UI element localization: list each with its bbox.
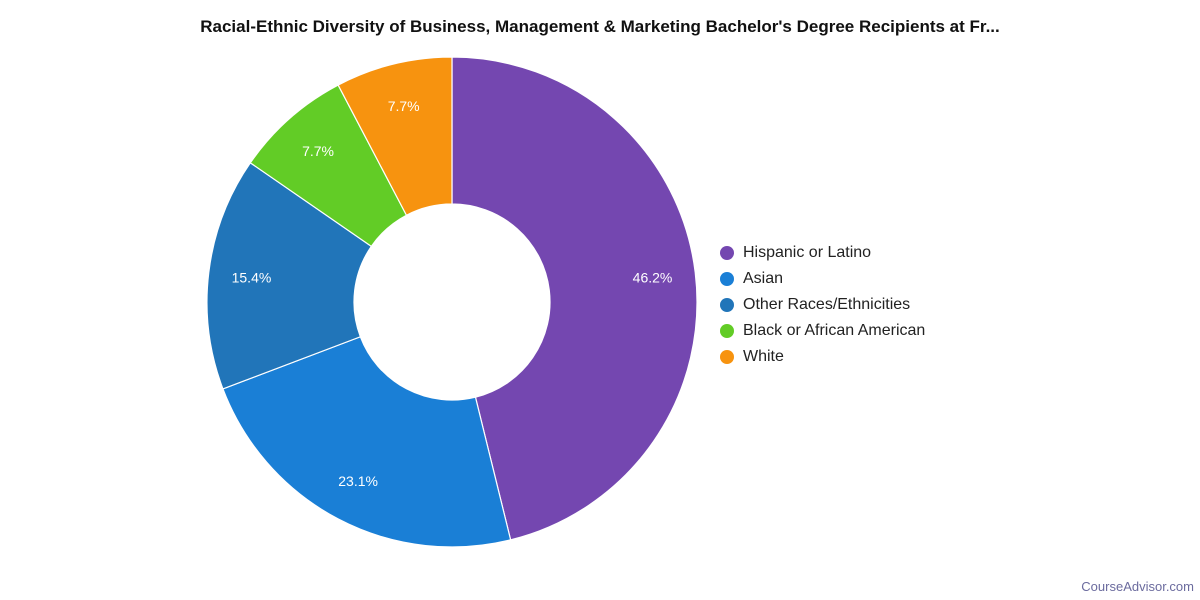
legend-marker xyxy=(720,298,734,312)
slice-value-label: 15.4% xyxy=(232,270,272,286)
slice-value-label: 7.7% xyxy=(302,143,334,159)
legend-marker xyxy=(720,272,734,286)
slice-value-label: 7.7% xyxy=(388,98,420,114)
pie-slice[interactable] xyxy=(206,161,373,390)
legend-label: Hispanic or Latino xyxy=(743,244,872,261)
legend-label: Black or African American xyxy=(743,322,926,339)
legend-item[interactable]: White xyxy=(720,344,925,370)
legend-marker xyxy=(720,246,734,260)
legend-label: Other Races/Ethnicities xyxy=(743,296,911,313)
legend-item[interactable]: Other Races/Ethnicities xyxy=(720,292,925,318)
pie-slice[interactable] xyxy=(337,56,453,217)
footer-brand[interactable]: CourseAdvisor.com xyxy=(1081,579,1194,594)
legend-marker xyxy=(720,324,734,338)
slice-value-label: 46.2% xyxy=(633,270,673,286)
legend-label: Asian xyxy=(743,270,784,287)
chart-legend: Hispanic or Latino Asian Other Races/Ethni… xyxy=(720,240,925,370)
legend-item[interactable]: Asian xyxy=(720,266,925,292)
chart-title: Racial-Ethnic Diversity of Business, Man… xyxy=(200,17,1000,36)
legend-item[interactable]: Black or African American xyxy=(720,318,925,344)
pie-slice[interactable] xyxy=(222,335,512,548)
legend-item[interactable]: Hispanic or Latino xyxy=(720,240,925,266)
slice-value-label: 23.1% xyxy=(338,473,378,489)
legend-label: White xyxy=(743,348,784,365)
legend-marker xyxy=(720,350,734,364)
pie-slice[interactable] xyxy=(451,56,698,541)
